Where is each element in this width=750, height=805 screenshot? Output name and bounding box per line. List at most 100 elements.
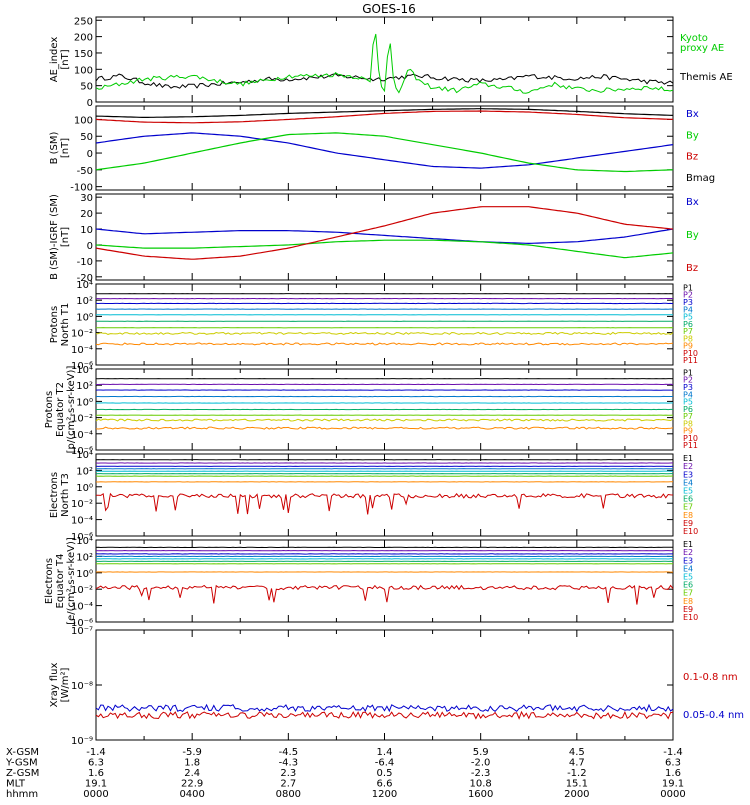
x-axis-row-label: X-GSM bbox=[6, 747, 39, 758]
y-tick-label: 10⁻² bbox=[71, 499, 93, 510]
level-line-0.1-0.8-nm bbox=[96, 712, 673, 719]
data-layer bbox=[96, 34, 673, 93]
y-axis-label: Xray flux bbox=[49, 663, 60, 708]
series-line-by bbox=[96, 240, 673, 257]
y-axis-label: North T3 bbox=[60, 473, 71, 517]
x-axis-value: 1.6 bbox=[88, 768, 104, 779]
y-tick-label: 10² bbox=[76, 381, 93, 392]
legend: 0.1-0.8 nm0.05-0.4 nm bbox=[683, 672, 744, 721]
x-axis-value: 4.7 bbox=[569, 758, 585, 769]
y-tick-label: 10⁻⁴ bbox=[71, 345, 93, 356]
panel-frame bbox=[96, 194, 673, 280]
data-layer bbox=[96, 294, 673, 345]
y-tick-label: 250 bbox=[74, 16, 93, 27]
y-axis-label: [e/(cm²-s-sr-keV)] bbox=[66, 537, 77, 625]
level-line-e9 bbox=[96, 586, 673, 605]
y-tick-label: 0 bbox=[87, 98, 93, 109]
y-axis-label: [nT] bbox=[60, 138, 71, 158]
x-axis-value: 22.9 bbox=[181, 779, 203, 790]
x-axis-value: 0400 bbox=[179, 789, 204, 800]
x-axis-value: 6.3 bbox=[665, 758, 681, 769]
y-tick-label: 150 bbox=[74, 49, 93, 60]
data-layer bbox=[96, 547, 673, 604]
x-axis-value: 19.1 bbox=[662, 779, 684, 790]
y-axis-label: [nT] bbox=[60, 227, 71, 247]
legend-entry: Bz bbox=[686, 263, 698, 274]
x-axis-value: -2.0 bbox=[471, 758, 491, 769]
y-tick-label: 50 bbox=[80, 82, 93, 93]
x-axis-value: -2.3 bbox=[471, 768, 491, 779]
x-axis-value: 2.7 bbox=[280, 779, 296, 790]
y-tick-label: -10 bbox=[77, 257, 93, 268]
y-axis-label: [W/m²] bbox=[60, 667, 71, 702]
y-tick-label: 50 bbox=[80, 132, 93, 143]
x-axis-value: 2.3 bbox=[280, 768, 296, 779]
y-axis-label: AE_index bbox=[49, 37, 60, 83]
y-tick-label: 10⁴ bbox=[76, 280, 93, 291]
level-line-p9 bbox=[96, 343, 673, 345]
legend-entry: Bmag bbox=[686, 173, 715, 184]
y-tick-label: 100 bbox=[74, 115, 93, 126]
x-axis-value: 0000 bbox=[83, 789, 108, 800]
y-tick-label: 200 bbox=[74, 33, 93, 44]
level-line-p9 bbox=[96, 427, 673, 429]
y-tick-label: 100 bbox=[74, 65, 93, 76]
y-axis-label: [nT] bbox=[60, 49, 71, 69]
x-axis-value: -4.5 bbox=[279, 747, 299, 758]
legend-entry: E10 bbox=[683, 613, 698, 622]
x-axis-row-label: Z-GSM bbox=[6, 768, 39, 779]
panel-frame bbox=[96, 630, 673, 740]
y-tick-label: 10⁻⁴ bbox=[71, 516, 93, 527]
data-layer bbox=[96, 460, 673, 515]
y-tick-label: 0 bbox=[87, 241, 93, 252]
data-layer bbox=[96, 109, 673, 172]
legend-entry: Bx bbox=[686, 109, 699, 120]
y-tick-label: 10⁰ bbox=[76, 483, 93, 494]
x-axis-value: 0800 bbox=[276, 789, 301, 800]
x-axis-value: 1.4 bbox=[377, 747, 393, 758]
x-axis-value: -1.2 bbox=[567, 768, 587, 779]
x-axis-value: 19.1 bbox=[85, 779, 107, 790]
x-axis-value: -1.4 bbox=[86, 747, 106, 758]
x-axis-row-label: Y-GSM bbox=[5, 758, 38, 769]
y-tick-label: 10 bbox=[80, 225, 93, 236]
y-tick-label: 10² bbox=[76, 552, 93, 563]
y-tick-label: 10⁰ bbox=[76, 312, 93, 323]
data-layer bbox=[96, 705, 673, 719]
level-line-0.05-0.4-nm bbox=[96, 705, 673, 712]
series-line-bx bbox=[96, 229, 673, 243]
x-axis-value: 4.5 bbox=[569, 747, 585, 758]
y-tick-label: -100 bbox=[70, 183, 93, 194]
y-tick-label: 10⁻⁸ bbox=[71, 681, 93, 692]
y-tick-label: 10⁻⁹ bbox=[71, 736, 93, 747]
figure-title: GOES-16 bbox=[362, 2, 416, 16]
x-axis-value: 10.8 bbox=[470, 779, 492, 790]
x-axis-value: 15.1 bbox=[566, 779, 588, 790]
x-axis-value: 2.4 bbox=[184, 768, 200, 779]
x-axis-value: 1200 bbox=[372, 789, 397, 800]
x-axis-value: -1.4 bbox=[663, 747, 683, 758]
y-tick-label: 10² bbox=[76, 296, 93, 307]
legend-entry: E10 bbox=[683, 527, 698, 536]
y-axis-label: Equator T2 bbox=[55, 382, 66, 437]
legend-entry: Bx bbox=[686, 197, 699, 208]
level-line-e9 bbox=[96, 494, 673, 515]
x-axis-value: 6.6 bbox=[377, 779, 393, 790]
panel-frame bbox=[96, 284, 673, 365]
y-tick-label: -50 bbox=[77, 166, 93, 177]
y-tick-label: 10² bbox=[76, 466, 93, 477]
y-tick-label: 10⁴ bbox=[76, 365, 93, 376]
level-line-p8 bbox=[96, 332, 673, 334]
level-line-p8 bbox=[96, 419, 673, 421]
x-axis-value: 2000 bbox=[564, 789, 589, 800]
x-axis-value: 0.5 bbox=[377, 768, 393, 779]
